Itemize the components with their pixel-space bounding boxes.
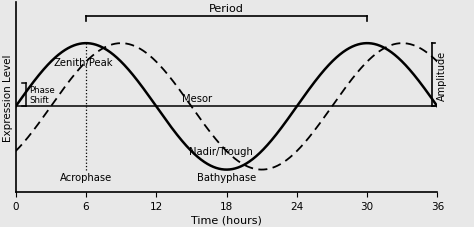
Text: Period: Period [209,4,244,14]
X-axis label: Time (hours): Time (hours) [191,214,262,224]
Text: Amplitude: Amplitude [438,50,447,100]
Text: Acrophase: Acrophase [60,172,112,182]
Text: Bathyphase: Bathyphase [197,172,256,182]
Text: Phase
Shift: Phase Shift [29,86,55,105]
Text: Zenith/Peak: Zenith/Peak [53,58,113,68]
Y-axis label: Expression Level: Expression Level [3,54,13,141]
Text: Nadir/Trough: Nadir/Trough [189,146,253,156]
Text: Mesor: Mesor [182,94,212,104]
